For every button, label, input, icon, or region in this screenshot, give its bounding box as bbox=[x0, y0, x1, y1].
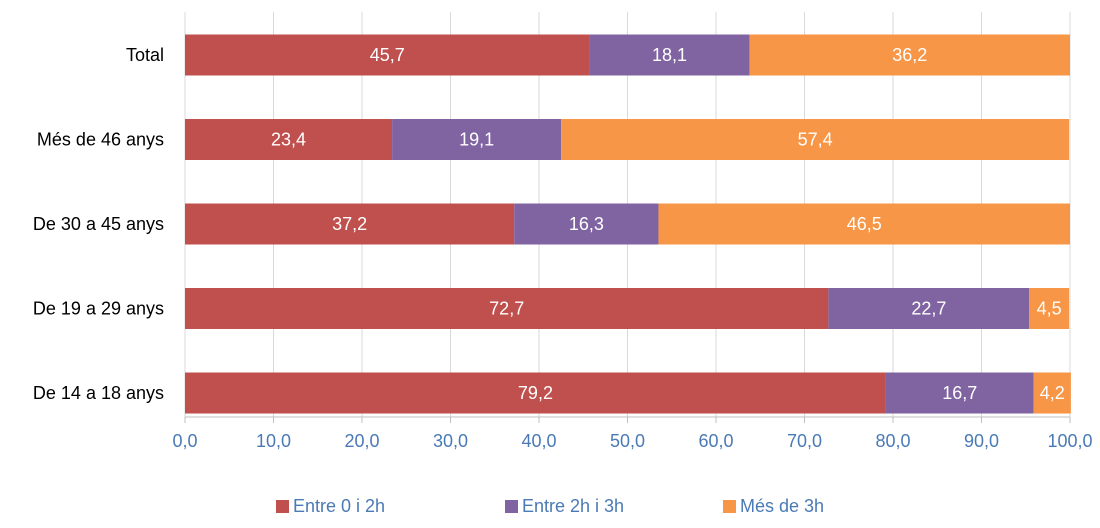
data-label: 46,5 bbox=[847, 214, 882, 234]
bar-segment bbox=[392, 119, 562, 160]
data-label: 22,7 bbox=[911, 299, 946, 319]
data-label: 4,5 bbox=[1037, 299, 1062, 319]
bar-segment bbox=[749, 34, 1070, 76]
bar-segment bbox=[589, 34, 750, 76]
data-label: 4,2 bbox=[1040, 383, 1065, 403]
bar-segment bbox=[185, 34, 590, 76]
x-tick-label: 20,0 bbox=[344, 431, 379, 451]
bar-segment bbox=[185, 288, 829, 329]
data-label: 79,2 bbox=[518, 383, 553, 403]
legend-swatch bbox=[505, 500, 518, 513]
bar-segment bbox=[885, 372, 1034, 414]
bar-segment bbox=[1029, 288, 1070, 329]
data-label: 16,7 bbox=[942, 383, 977, 403]
bar-segment bbox=[185, 372, 886, 414]
data-label: 37,2 bbox=[332, 214, 367, 234]
category-label: De 14 a 18 anys bbox=[33, 383, 164, 403]
x-tick-label: 70,0 bbox=[787, 431, 822, 451]
legend-label: Més de 3h bbox=[740, 496, 824, 516]
x-tick-label: 30,0 bbox=[433, 431, 468, 451]
legend: Entre 0 i 2h Entre 2h i 3h Més de 3h bbox=[276, 496, 824, 516]
legend-swatch bbox=[276, 500, 289, 513]
x-tick-label: 0,0 bbox=[172, 431, 197, 451]
data-label: 57,4 bbox=[798, 130, 833, 150]
category-label: De 19 a 29 anys bbox=[33, 299, 164, 319]
category-label: De 30 a 45 anys bbox=[33, 214, 164, 234]
data-label: 19,1 bbox=[459, 130, 494, 150]
legend-label: Entre 0 i 2h bbox=[293, 496, 385, 516]
category-label: Total bbox=[126, 45, 164, 65]
x-tick-label: 40,0 bbox=[521, 431, 556, 451]
x-tick-label: 100,0 bbox=[1047, 431, 1092, 451]
data-label: 36,2 bbox=[892, 45, 927, 65]
x-tick-label: 60,0 bbox=[698, 431, 733, 451]
x-tick-label: 80,0 bbox=[875, 431, 910, 451]
legend-label: Entre 2h i 3h bbox=[522, 496, 624, 516]
data-label: 45,7 bbox=[370, 45, 405, 65]
legend-swatch bbox=[723, 500, 736, 513]
data-label: 23,4 bbox=[271, 130, 306, 150]
x-tick-label: 90,0 bbox=[964, 431, 999, 451]
bar-segment bbox=[828, 288, 1030, 329]
category-label: Més de 46 anys bbox=[37, 130, 164, 150]
bar-segment bbox=[514, 203, 659, 245]
x-tick-label: 50,0 bbox=[610, 431, 645, 451]
data-label: 16,3 bbox=[569, 214, 604, 234]
category-labels: Total Més de 46 anys De 30 a 45 anys De 19 … bbox=[33, 45, 164, 403]
bar-segment bbox=[185, 119, 393, 160]
bars: 45,7 18,1 36,2 23,4 19,1 57,4 37,2 16,3 46,5 72,7… bbox=[185, 34, 1071, 414]
data-label: 72,7 bbox=[489, 299, 524, 319]
bar-segment bbox=[185, 203, 515, 245]
bar-segment bbox=[561, 119, 1070, 160]
bar-segment bbox=[658, 203, 1070, 245]
data-label: 18,1 bbox=[652, 45, 687, 65]
x-tick-label: 10,0 bbox=[256, 431, 291, 451]
bar-segment bbox=[1033, 372, 1071, 414]
x-axis-ticks: 0,0 10,0 20,0 30,0 40,0 50,0 60,0 70,0 80,0 90,0 1… bbox=[172, 416, 1093, 451]
